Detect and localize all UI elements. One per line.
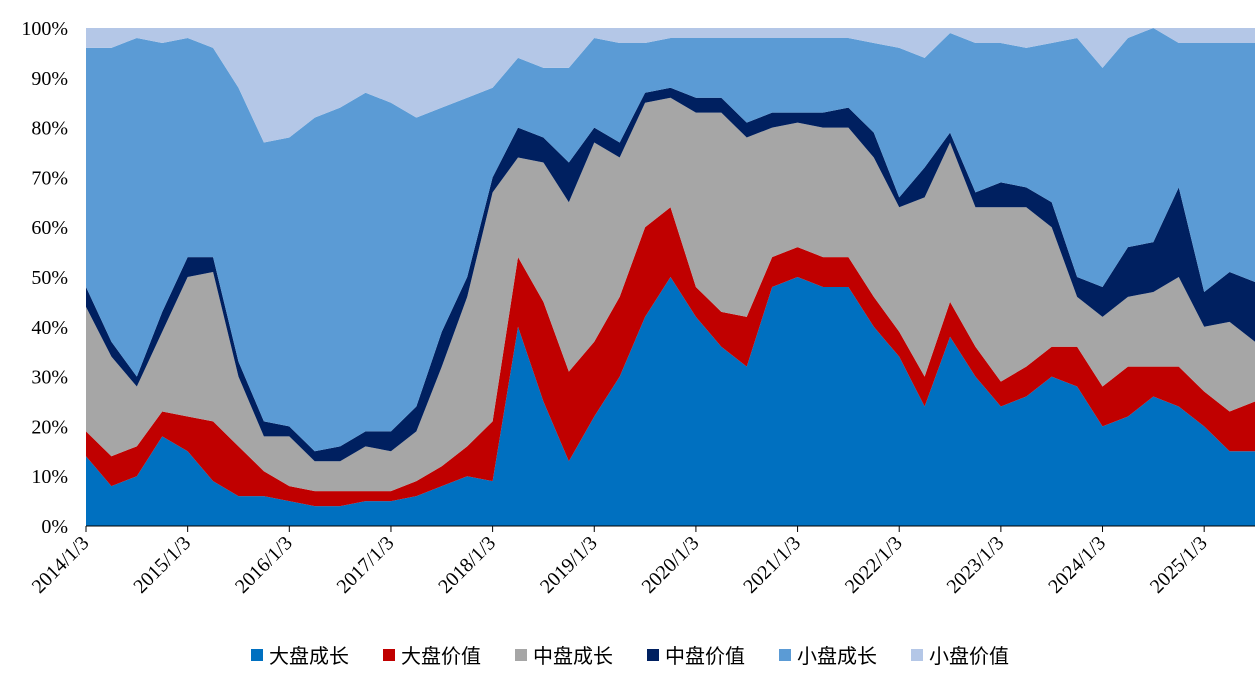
- y-tick-label: 100%: [21, 18, 68, 40]
- x-tick-label: 2015/1/3: [129, 532, 195, 598]
- legend-item: 小盘价值: [911, 640, 1009, 669]
- x-tick-label: 2019/1/3: [536, 532, 602, 598]
- y-tick-label: 90%: [31, 68, 68, 90]
- area-series-1: [86, 207, 1255, 507]
- plot-area: [86, 28, 1255, 526]
- y-tick-label: 60%: [31, 217, 68, 239]
- y-tick-label: 40%: [31, 317, 68, 339]
- legend-item: 大盘价值: [383, 640, 481, 669]
- legend-item: 大盘成长: [251, 640, 349, 669]
- legend-label: 小盘价值: [929, 646, 1009, 668]
- legend-swatch: [515, 648, 527, 661]
- y-tick-label: 80%: [31, 118, 68, 140]
- x-tick-label: 2023/1/3: [943, 532, 1009, 598]
- x-axis-labels: 2014/1/3 2015/1/3 2016/1/3 2017/1/3 2018/1/3…: [28, 532, 1212, 598]
- legend-item: 小盘成长: [779, 640, 877, 669]
- x-tick-label: 2018/1/3: [434, 532, 500, 598]
- legend-label: 中盘成长: [533, 646, 613, 668]
- area-series-0: [86, 277, 1255, 526]
- legend-swatch: [647, 648, 659, 661]
- x-tick-label: 2025/1/3: [1146, 532, 1212, 598]
- legend: 大盘成长 大盘价值 中盘成长 中盘价值 小盘成长 小盘价值: [0, 640, 1260, 669]
- legend-label: 小盘成长: [797, 646, 877, 668]
- y-tick-label: 0%: [41, 516, 68, 538]
- legend-swatch: [911, 648, 923, 661]
- x-tick-label: 2014/1/3: [28, 532, 94, 598]
- y-tick-label: 20%: [31, 416, 68, 438]
- x-tick-label: 2022/1/3: [841, 532, 907, 598]
- x-tick-label: 2017/1/3: [333, 532, 399, 598]
- legend-item: 中盘价值: [647, 640, 745, 669]
- legend-label: 大盘价值: [401, 646, 481, 668]
- y-tick-label: 10%: [31, 466, 68, 488]
- x-tick-label: 2016/1/3: [231, 532, 297, 598]
- y-tick-label: 70%: [31, 167, 68, 189]
- legend-swatch: [779, 648, 791, 661]
- legend-swatch: [383, 648, 395, 661]
- y-axis-labels: 0% 10% 20% 30% 40% 50% 60% 70% 80% 90% 100%: [21, 18, 68, 538]
- x-tick-label: 2020/1/3: [638, 532, 704, 598]
- area-series-2: [86, 97, 1255, 492]
- x-tick-label: 2021/1/3: [739, 532, 805, 598]
- legend-item: 中盘成长: [515, 640, 613, 669]
- legend-label: 中盘价值: [665, 646, 745, 668]
- area-series-5: [86, 28, 1255, 143]
- legend-swatch: [251, 648, 263, 661]
- axes: [85, 525, 1255, 532]
- x-tick-label: 2024/1/3: [1044, 532, 1110, 598]
- legend-label: 大盘成长: [269, 646, 349, 668]
- y-tick-label: 50%: [31, 267, 68, 289]
- y-tick-label: 30%: [31, 367, 68, 389]
- area-series-4: [86, 28, 1255, 452]
